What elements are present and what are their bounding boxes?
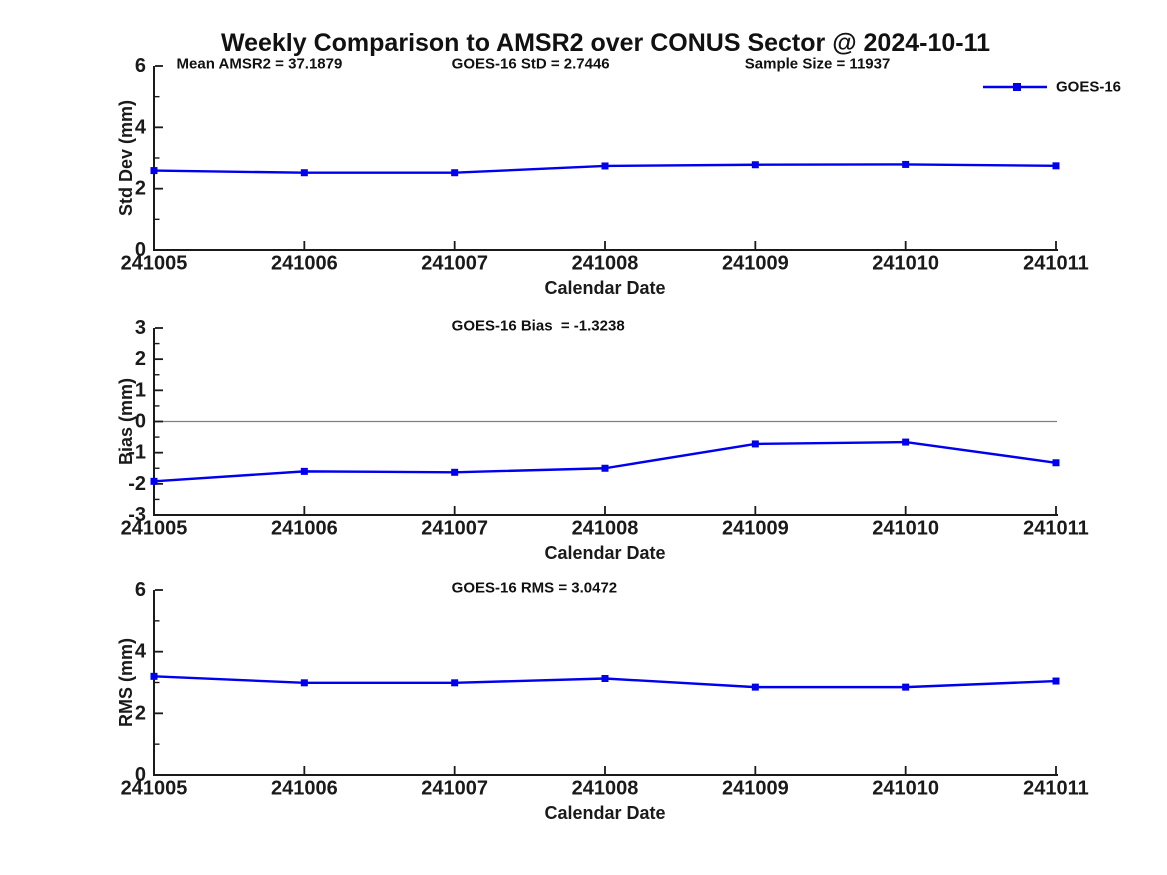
data-point-marker (1052, 459, 1060, 467)
y-tick-label: 2 (135, 178, 146, 200)
data-point-marker (300, 467, 308, 475)
stat-annotation: GOES-16 Bias = -1.3238 (452, 318, 625, 335)
data-point-marker (1052, 162, 1060, 170)
x-axis-label: Calendar Date (544, 543, 665, 563)
x-tick-label: 241008 (572, 778, 639, 800)
data-point-marker (150, 167, 158, 175)
y-axis-label: Std Dev (mm) (116, 100, 136, 216)
x-tick-label: 241007 (421, 518, 488, 540)
x-tick-label: 241010 (872, 778, 939, 800)
x-tick-label: 241011 (1023, 518, 1089, 540)
data-point-marker (902, 160, 910, 168)
x-tick-label: 241007 (421, 253, 488, 275)
x-tick-label: 241006 (271, 778, 338, 800)
data-point-marker (451, 468, 459, 476)
subplot-2: -3 -2 -1 0 1 2 3 241005 241006 241007 241008 241009… (116, 317, 1089, 563)
legend-label: GOES-16 (1056, 79, 1121, 96)
data-point-marker (150, 672, 158, 680)
x-tick-label: 241009 (722, 253, 789, 275)
x-tick-label: 241009 (722, 778, 789, 800)
legend-marker (1013, 83, 1021, 91)
x-tick-label: 241009 (722, 518, 789, 540)
y-axis-label: RMS (mm) (116, 638, 136, 727)
y-tick-label: -2 (128, 473, 146, 495)
x-tick-label: 241005 (121, 518, 188, 540)
data-point-marker (902, 438, 910, 446)
series-line (153, 440, 1057, 483)
y-tick-label: 6 (135, 55, 146, 77)
data-point-marker (751, 683, 759, 691)
x-tick-label: 241011 (1023, 253, 1089, 275)
y-tick-label: 4 (135, 116, 147, 138)
x-tick-label: 241007 (421, 778, 488, 800)
subplot-1: 0 2 4 6 241005 241006 241007 241008 241009 241010… (116, 55, 1121, 298)
y-tick-label: 2 (135, 702, 146, 724)
x-axis-label: Calendar Date (544, 278, 665, 298)
y-tick-label: 4 (135, 641, 147, 663)
data-point-marker (451, 679, 459, 687)
data-point-marker (902, 683, 910, 691)
data-point-marker (451, 169, 459, 177)
x-tick-label: 241006 (271, 518, 338, 540)
chart-title: Weekly Comparison to AMSR2 over CONUS Se… (220, 29, 991, 57)
x-tick-label: 241011 (1023, 778, 1089, 800)
x-tick-label: 241006 (271, 253, 338, 275)
x-tick-label: 241005 (121, 253, 188, 275)
data-point-marker (1052, 677, 1060, 685)
data-point-marker (601, 674, 609, 682)
y-tick-label: -3 (128, 504, 146, 526)
y-tick-label: 3 (135, 317, 146, 339)
y-axis-label: Bias (mm) (116, 378, 136, 465)
stat-annotation: GOES-16 StD = 2.7446 (452, 56, 610, 73)
y-tick-label: 0 (135, 764, 146, 786)
data-point-marker (751, 440, 759, 448)
y-tick-label: 0 (135, 239, 146, 261)
x-tick-label: 241008 (572, 518, 639, 540)
x-tick-label: 241005 (121, 778, 188, 800)
y-tick-label: 6 (135, 579, 146, 601)
data-point-marker (150, 477, 158, 485)
y-tick-label: 0 (135, 411, 146, 433)
stat-annotation: Sample Size = 11937 (745, 56, 891, 73)
data-point-marker (300, 169, 308, 177)
stat-annotation: Mean AMSR2 = 37.1879 (177, 56, 343, 73)
x-tick-label: 241010 (872, 253, 939, 275)
y-tick-label: 1 (135, 379, 146, 401)
x-axis-label: Calendar Date (544, 803, 665, 823)
subplot-3: 0 2 4 6 241005 241006 241007 241008 241009 241010… (116, 579, 1089, 823)
data-point-marker (751, 161, 759, 169)
stat-annotation: GOES-16 RMS = 3.0472 (452, 580, 618, 597)
x-tick-label: 241010 (872, 518, 939, 540)
data-point-marker (300, 679, 308, 687)
data-point-marker (601, 162, 609, 170)
y-tick-label: 2 (135, 348, 146, 370)
x-tick-label: 241008 (572, 253, 639, 275)
y-tick-label: -1 (128, 442, 146, 464)
data-point-marker (601, 464, 609, 472)
